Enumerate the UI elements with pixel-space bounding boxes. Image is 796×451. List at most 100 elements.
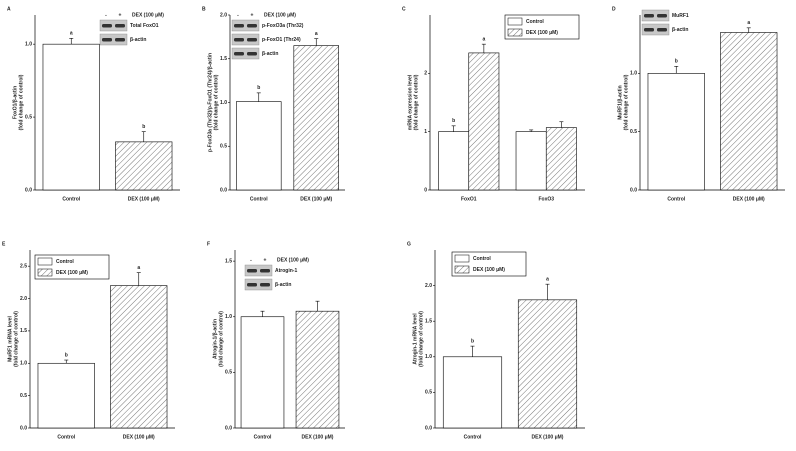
y-tick-label: 2.0 [20, 296, 27, 302]
significance-letter: b [675, 59, 678, 65]
panel-letter: C [402, 6, 406, 12]
blot-label: Total FoxO1 [130, 23, 159, 29]
blot-label: p-FoxO3a (Thr32) [262, 23, 304, 29]
y-tick-label: 2.0 [425, 283, 432, 289]
y-tick-label: 1.5 [20, 328, 27, 334]
y-tick-label: 2.0 [220, 12, 227, 18]
significance-letter: b [142, 124, 145, 130]
blot-image [231, 33, 260, 46]
blot-band [657, 28, 667, 32]
blot-image [99, 33, 128, 46]
x-tick-label: DEX (100 μM) [302, 434, 334, 440]
y-axis-label: Atrogin-1 mRNA level [412, 313, 418, 365]
blot-image [244, 264, 273, 277]
y-tick-label: 1.0 [20, 361, 27, 367]
blot-treatment: DEX (100 μM) [132, 12, 164, 18]
legend-label: DEX (100 μM) [526, 30, 558, 36]
blot-sign: + [264, 257, 267, 263]
y-tick-label: 1 [424, 129, 427, 135]
bar [720, 32, 778, 191]
blot-sign: - [237, 12, 239, 18]
y-axis-label: (fold change of control) [623, 74, 629, 130]
legend-swatch [454, 254, 470, 263]
x-tick-label: DEX (100 μM) [123, 434, 155, 440]
legend-label: DEX (100 μM) [473, 267, 505, 273]
x-tick-label: DEX (100 μM) [300, 196, 332, 202]
bar [293, 45, 339, 191]
y-axis-label: Atrogin-1/β-actin [212, 319, 218, 359]
y-tick-label: 1.0 [630, 71, 637, 77]
panel-letter: G [407, 241, 411, 247]
legend-label: Control [56, 259, 74, 265]
significance-letter: b [257, 85, 260, 91]
legend-label: Control [526, 19, 544, 25]
blot-sign: + [251, 12, 254, 18]
x-tick-label: Control [57, 434, 75, 440]
bar [42, 43, 100, 191]
x-tick-label: Control [254, 434, 272, 440]
panel-letter: E [2, 241, 6, 247]
x-tick-label: Control [667, 196, 685, 202]
bar [647, 73, 705, 191]
y-tick-label: 2 [424, 71, 427, 77]
bar [517, 299, 578, 429]
blot-band [644, 14, 654, 18]
significance-letter: b [471, 338, 474, 344]
significance-letter: a [137, 265, 140, 271]
blot-band [234, 24, 244, 28]
blot-sign: - [250, 257, 252, 263]
blot-band [260, 269, 270, 273]
blot-band [247, 269, 257, 273]
bar [295, 310, 340, 429]
blot-label: MuRF1 [672, 13, 689, 19]
blot-image [231, 19, 260, 32]
blot-band [247, 38, 257, 42]
blot-sign: - [105, 12, 107, 18]
bar [442, 356, 503, 429]
y-tick-label: 0.5 [225, 370, 232, 376]
y-axis-label: (fold change of control) [213, 74, 219, 130]
panel-letter: D [612, 6, 616, 12]
y-tick-label: 0.5 [220, 144, 227, 150]
x-tick-label: DEX (100 μM) [532, 434, 564, 440]
blot-image [641, 23, 670, 36]
y-tick-label: 1.0 [225, 314, 232, 320]
bar [236, 101, 282, 191]
x-tick-label: Control [250, 196, 268, 202]
y-axis-label: (fold change of control) [218, 311, 224, 367]
y-tick-label: 0.0 [20, 425, 27, 431]
legend-swatch [507, 28, 523, 37]
panel-letter: F [207, 241, 210, 247]
x-tick-label: FoxO3 [538, 196, 554, 202]
y-tick-label: 1.5 [220, 56, 227, 62]
panel-letter: B [202, 6, 206, 12]
blot-label: β-actin [275, 282, 291, 288]
blot-band [234, 38, 244, 42]
legend-swatch [37, 268, 53, 277]
y-tick-label: 0.0 [425, 425, 432, 431]
bar [468, 52, 500, 191]
significance-letter: b [452, 118, 455, 124]
blot-band [247, 52, 257, 56]
y-tick-label: 0.5 [425, 390, 432, 396]
y-axis-label: (fold change of control) [418, 311, 424, 367]
blot-label: β-actin [672, 27, 688, 33]
blot-label: Atrogin-1 [275, 268, 297, 274]
blot-image [99, 19, 128, 32]
bar [37, 362, 95, 429]
y-tick-label: 0.0 [630, 187, 637, 193]
y-tick-label: 0.0 [225, 425, 232, 431]
x-tick-label: DEX (100 μM) [733, 196, 765, 202]
significance-letter: a [747, 20, 750, 26]
y-tick-label: 1.5 [425, 319, 432, 325]
blot-label: p-FoxO1 (Thr24) [262, 37, 301, 43]
blot-band [115, 24, 125, 28]
blot-band [102, 24, 112, 28]
bar [515, 131, 547, 191]
y-tick-label: 0.0 [25, 187, 32, 193]
blot-image [244, 278, 273, 291]
blot-label: β-actin [262, 51, 278, 57]
y-tick-label: 1.5 [225, 258, 232, 264]
x-tick-label: Control [62, 196, 80, 202]
